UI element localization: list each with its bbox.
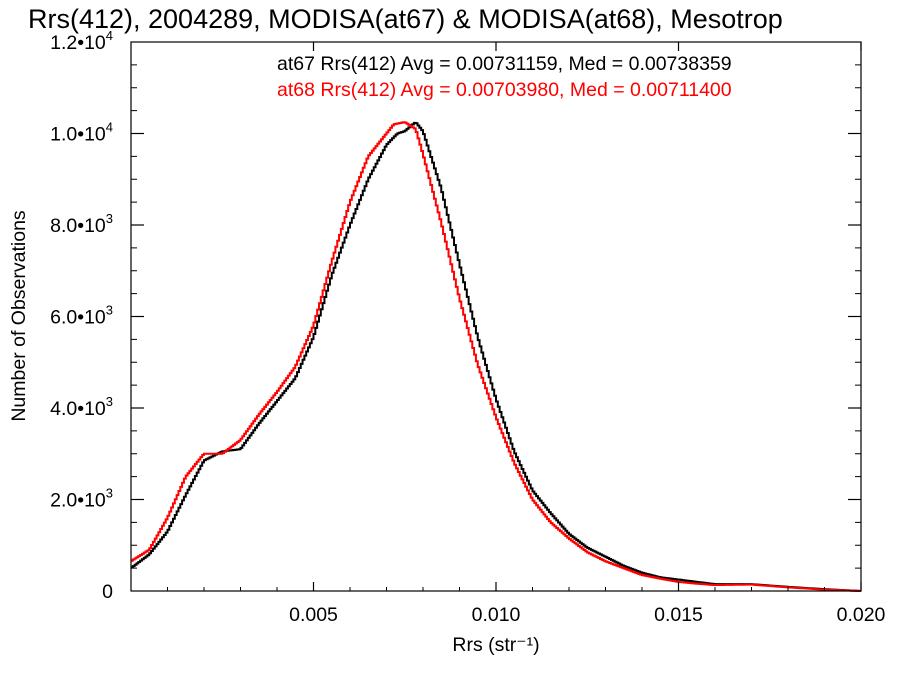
y-tick-label: 0	[102, 581, 113, 603]
x-tick-label: 0.010	[472, 604, 521, 626]
y-tick-label: 1.2•104	[50, 28, 113, 54]
series-layer	[131, 121, 861, 592]
plot-frame	[130, 41, 862, 592]
series-line-at67	[131, 121, 861, 592]
y-axis-label: Number of Observations	[8, 210, 30, 422]
legend-entry-at67: at67 Rrs(412) Avg = 0.00731159, Med = 0.…	[277, 53, 732, 75]
y-tick-label: 6.0•103	[50, 303, 113, 329]
legend: at67 Rrs(412) Avg = 0.00731159, Med = 0.…	[277, 53, 732, 101]
y-tick-label: 8.0•103	[50, 211, 113, 237]
y-tick-label: 1.0•104	[50, 120, 113, 146]
x-tick-label: 0.020	[837, 604, 886, 626]
chart-title: Rrs(412), 2004289, MODISA(at67) & MODISA…	[28, 4, 783, 34]
series-line-at68	[131, 121, 861, 592]
y-tick-label: 4.0•103	[50, 394, 113, 420]
x-tick-label: 0.005	[289, 604, 338, 626]
legend-entry-at68: at68 Rrs(412) Avg = 0.00703980, Med = 0.…	[277, 79, 732, 101]
x-axis: 0.005 0.010 0.015 0.020	[167, 42, 886, 626]
x-tick-label: 0.015	[654, 604, 703, 626]
y-tick-label: 2.0•103	[50, 486, 113, 512]
y-axis: 0 2.0•103 4.0•103 6.0•103 8.0•103 1.0•104 1.2•…	[50, 28, 861, 603]
x-axis-label: Rrs (str⁻¹)	[452, 634, 539, 656]
